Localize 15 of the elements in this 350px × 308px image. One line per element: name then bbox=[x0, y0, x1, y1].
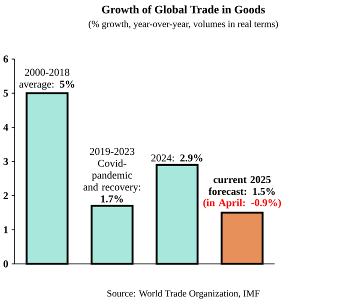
chart-subtitle: (% growth, year-over-year, volumes in real terms) bbox=[88, 20, 278, 30]
y-tick-label: 2 bbox=[4, 192, 8, 200]
y-tick-label: 0 bbox=[4, 260, 8, 268]
annotation: 2000-2018 average: 5% bbox=[19, 68, 74, 90]
chart-title: Growth of Global Trade in Goods bbox=[102, 5, 265, 14]
y-tick-label: 6 bbox=[4, 56, 8, 63]
y-tick-label: 3 bbox=[4, 158, 8, 166]
annotation: 2019-2023 Covid-pandemic and recovery: 1.7% bbox=[84, 148, 140, 203]
annotation: 2024: 2.9% bbox=[151, 154, 202, 162]
y-tick-label: 1 bbox=[4, 226, 8, 234]
y-tick-label: 4 bbox=[3, 124, 8, 131]
source-note: Source: World Trade Organization, IMF bbox=[107, 290, 260, 299]
annotation: current 2025 forecast: 1.5% bbox=[208, 176, 275, 196]
annotation: (in April: -0.9%) bbox=[203, 199, 281, 209]
y-tick-label: 5 bbox=[4, 90, 8, 97]
